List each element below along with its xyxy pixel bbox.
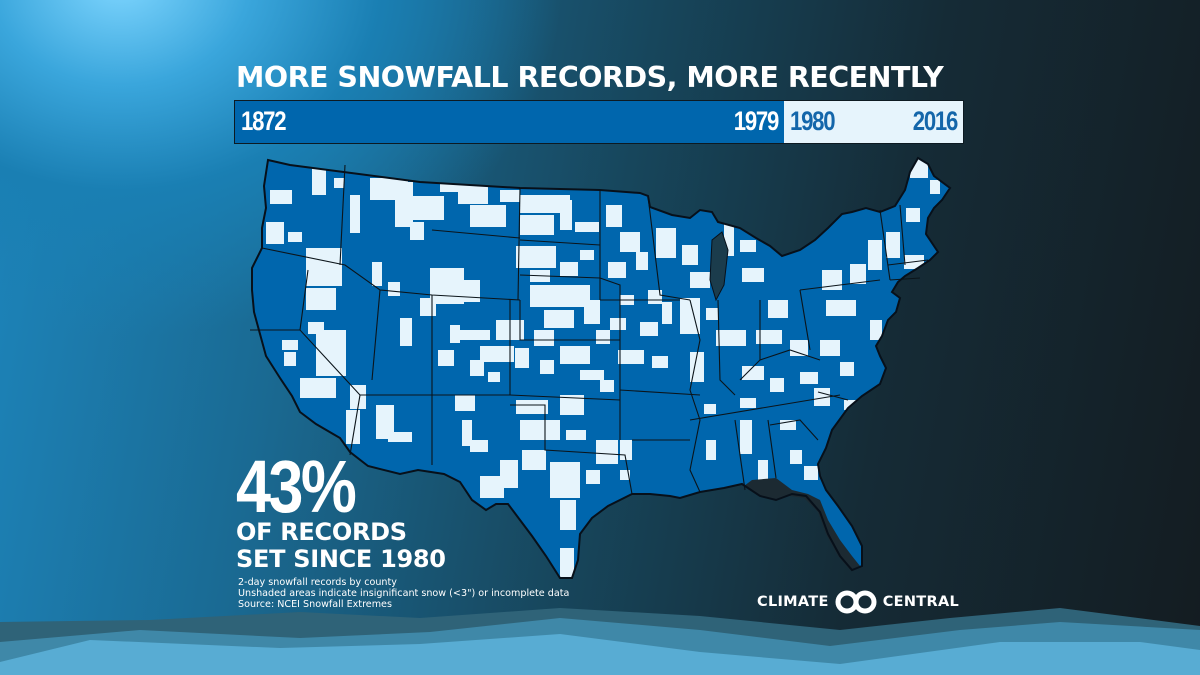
legend-period-1872-1979: 1872 1979 [235, 101, 784, 143]
stat-percent: 43% [236, 445, 357, 528]
decorative-snow-hills [0, 608, 1200, 675]
logo-text-right: CENTRAL [882, 594, 960, 610]
logo-text-left: CLIMATE [757, 594, 829, 610]
map-title: MORE SNOWFALL RECORDS, MORE RECENTLY [236, 61, 944, 94]
timeline-legend-bar: 1872 1979 1980 2016 [234, 100, 964, 144]
legend-split-start-year: 1980 [790, 106, 836, 136]
footnote-source: Source: NCEI Snowfall Extremes [238, 599, 392, 610]
stat-line-2: SET SINCE 1980 [236, 545, 446, 573]
state-borders [250, 164, 929, 495]
footnotes: 2-day snowfall records by county Unshade… [238, 577, 569, 610]
legend-start-year: 1872 [241, 106, 287, 136]
stat-line-1: OF RECORDS [236, 518, 407, 546]
legend-end-year: 2016 [912, 106, 959, 136]
legend-split-end-year: 1979 [733, 106, 780, 136]
map-post1980-counties [266, 158, 940, 578]
footnote-description: 2-day snowfall records by county [238, 577, 397, 588]
headline-stat: 43% OF RECORDS SET SINCE 1980 [236, 445, 446, 573]
legend-period-1980-2016: 1980 2016 [784, 101, 963, 143]
footnote-unshaded: Unshaded areas indicate insignificant sn… [238, 588, 570, 599]
interlocking-rings-icon [835, 590, 877, 614]
climate-central-logo: CLIMATE CENTRAL [757, 590, 959, 614]
lake-michigan [709, 231, 729, 302]
